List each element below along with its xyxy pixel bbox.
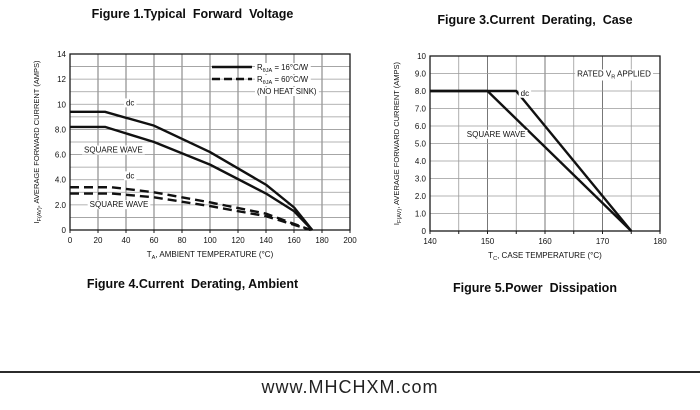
series-dc-rtheta16 — [70, 110, 314, 231]
svg-text:80: 80 — [178, 236, 187, 245]
svg-text:140: 140 — [423, 237, 437, 246]
chart-figure-5-case: 140 150 160 170 180 0 1.0 2.0 3.0 4.0 5.0 6.0 7.0 8.0… — [392, 52, 667, 262]
annotation-square-wave-label: SQUARE WAVE — [467, 130, 526, 139]
svg-text:9.0: 9.0 — [415, 70, 427, 79]
svg-text:0: 0 — [62, 226, 67, 235]
svg-text:10: 10 — [57, 100, 66, 109]
annotation-square-wave-upper-bg — [82, 145, 145, 155]
svg-text:0: 0 — [68, 236, 73, 245]
chart-figure-4-ambient: 0 20 40 60 80 100 120 140 160 180 200 0 2.0 4.0 6.0 8.0… — [32, 50, 357, 261]
svg-text:10: 10 — [417, 52, 426, 61]
annotation-dc-upper-bg — [123, 98, 137, 108]
svg-text:160: 160 — [287, 236, 301, 245]
svg-text:170: 170 — [596, 237, 610, 246]
svg-text:140: 140 — [259, 236, 273, 245]
y-axis-title: IF(AV), AVERAGE FORWARD CURRENT (AMPS) — [392, 61, 403, 225]
legend-label-2: (NO HEAT SINK) — [257, 87, 317, 96]
x-tick-marks — [69, 230, 351, 233]
svg-text:160: 160 — [538, 237, 552, 246]
annotation-dc-label: dc — [521, 89, 529, 98]
svg-text:2.0: 2.0 — [55, 201, 67, 210]
svg-text:4.0: 4.0 — [55, 176, 67, 185]
annotation-square-wave-lower: SQUARE WAVE — [90, 200, 149, 209]
y-tick-labels: 0 2.0 4.0 6.0 8.0 10 12 14 — [55, 50, 67, 235]
svg-text:120: 120 — [231, 236, 245, 245]
svg-text:6.0: 6.0 — [55, 151, 67, 160]
gridlines — [430, 56, 660, 231]
svg-text:100: 100 — [203, 236, 217, 245]
svg-text:200: 200 — [343, 236, 357, 245]
series-square-wave-rtheta60 — [70, 192, 312, 232]
annotation-dc-upper: dc — [126, 98, 134, 107]
figure3-title: Figure 3.Current Derating, Case — [437, 13, 633, 27]
legend-label-1-bg — [255, 75, 311, 86]
x-tick-labels: 0 20 40 60 80 100 120 140 160 180 200 — [68, 236, 357, 245]
svg-text:6.0: 6.0 — [415, 122, 427, 131]
annotation-square-wave-lower-bg — [87, 200, 151, 210]
svg-text:2.0: 2.0 — [415, 192, 427, 201]
svg-text:12: 12 — [57, 75, 66, 84]
y-tick-labels: 0 1.0 2.0 3.0 4.0 5.0 6.0 7.0 8.0 9.0 10 — [415, 52, 427, 236]
svg-text:3.0: 3.0 — [415, 175, 427, 184]
gridlines — [70, 54, 350, 230]
svg-text:7.0: 7.0 — [415, 105, 427, 114]
legend-label-1: RθJA = 60°C/W — [257, 75, 309, 86]
legend-label-2-bg — [255, 87, 319, 96]
svg-text:1.0: 1.0 — [415, 210, 427, 219]
series-dc-rtheta60 — [70, 186, 312, 232]
x-tick-labels: 140 150 160 170 180 — [423, 237, 667, 246]
svg-text:180: 180 — [315, 236, 329, 245]
annotation-dc-lower-bg — [123, 171, 137, 181]
legend-label-0-bg — [255, 63, 311, 74]
legend-label-0: RθJA = 16°C/W — [257, 63, 309, 74]
x-axis-title: TC, CASE TEMPERATURE (°C) — [488, 251, 602, 262]
figure4-caption: Figure 4.Current Derating, Ambient — [86, 277, 299, 291]
svg-text:8.0: 8.0 — [415, 87, 427, 96]
svg-text:60: 60 — [150, 236, 159, 245]
svg-text:14: 14 — [57, 50, 66, 59]
annotation-rated-vr-applied-bg — [575, 69, 654, 81]
x-tick-marks — [429, 231, 661, 234]
footer-url: www.MHCHXM.com — [261, 377, 439, 397]
footer-divider — [0, 371, 700, 373]
figure5-caption: Figure 5.Power Dissipation — [453, 281, 617, 295]
annotation-square-wave-label-bg — [464, 129, 528, 139]
annotation-rated-vr-applied: RATED VR APPLIED — [577, 70, 651, 81]
x-axis-title: TA, AMBIENT TEMPERATURE (°C) — [147, 250, 274, 261]
series-square-wave-rtheta16 — [70, 125, 314, 231]
y-axis-title: IF(AV), AVERAGE FORWARD CURRENT (AMPS) — [32, 60, 43, 224]
svg-text:5.0: 5.0 — [415, 140, 427, 149]
annotation-square-wave-upper: SQUARE WAVE — [84, 146, 143, 155]
annotation-dc-lower: dc — [126, 171, 134, 180]
svg-text:180: 180 — [653, 237, 667, 246]
svg-text:20: 20 — [94, 236, 103, 245]
svg-text:150: 150 — [481, 237, 495, 246]
series-square-wave — [430, 89, 633, 232]
svg-text:4.0: 4.0 — [415, 157, 427, 166]
svg-text:8.0: 8.0 — [55, 125, 67, 134]
annotation-dc-label-bg — [518, 88, 532, 98]
figure1-title: Figure 1.Typical Forward Voltage — [91, 7, 294, 21]
svg-text:0: 0 — [422, 227, 427, 236]
svg-text:40: 40 — [122, 236, 131, 245]
